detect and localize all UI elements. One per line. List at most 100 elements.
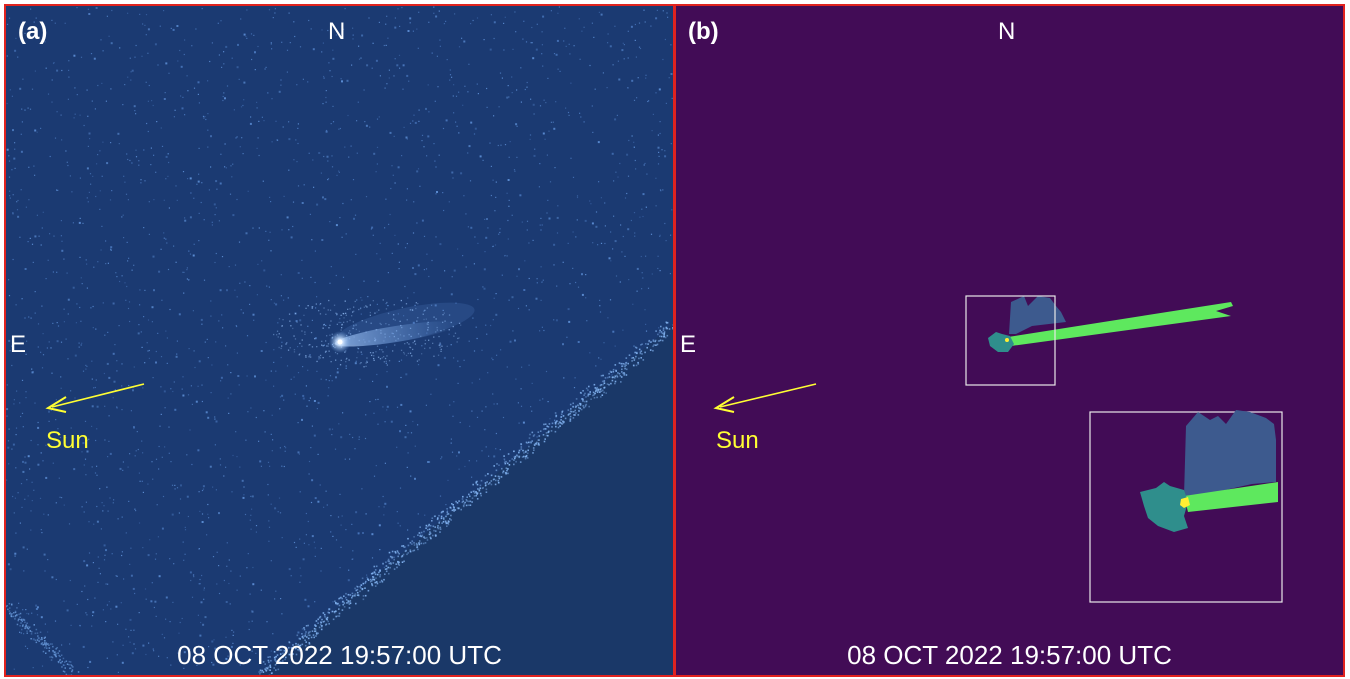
dust-pixel — [369, 352, 372, 354]
noise-pixel — [110, 42, 113, 45]
noise-pixel — [84, 458, 87, 460]
noise-pixel — [150, 600, 153, 603]
dust-pixel — [422, 313, 424, 315]
noise-pixel — [44, 623, 46, 625]
noise-pixel — [240, 309, 242, 311]
edge-pixel — [376, 582, 379, 585]
noise-pixel — [165, 178, 167, 180]
edge-pixel — [360, 587, 362, 589]
edge-pixel — [590, 398, 592, 400]
edge-pixel — [319, 615, 322, 618]
noise-pixel — [74, 354, 77, 357]
noise-pixel — [597, 141, 600, 144]
dust-pixel — [324, 351, 327, 353]
edge-pixel — [625, 364, 627, 366]
noise-pixel — [365, 414, 367, 416]
noise-pixel — [512, 330, 514, 332]
noise-pixel — [379, 258, 381, 260]
noise-pixel — [116, 654, 118, 656]
edge-pixel — [371, 583, 373, 585]
noise-pixel — [225, 466, 227, 468]
noise-pixel — [634, 159, 636, 162]
noise-pixel — [573, 45, 575, 47]
dust-pixel — [409, 346, 412, 349]
edge-pixel — [562, 422, 565, 424]
noise-pixel — [160, 127, 162, 129]
edge-pixel — [444, 520, 447, 522]
noise-pixel — [451, 451, 454, 453]
noise-pixel — [127, 158, 129, 161]
edge-pixel — [465, 499, 468, 501]
noise-pixel — [419, 533, 421, 535]
edge-pixel — [422, 542, 425, 545]
edge-pixel — [262, 661, 265, 663]
noise-pixel — [639, 47, 642, 50]
noise-pixel — [217, 22, 219, 24]
noise-pixel — [470, 23, 472, 25]
ion-tail — [1008, 302, 1233, 346]
noise-pixel — [384, 502, 387, 505]
noise-pixel — [325, 96, 327, 99]
noise-pixel — [540, 266, 542, 268]
noise-pixel — [302, 394, 305, 397]
edge-pixel — [375, 565, 378, 568]
noise-pixel — [119, 47, 121, 49]
noise-pixel — [664, 38, 666, 41]
dust-pixel — [345, 361, 347, 363]
noise-pixel — [471, 410, 473, 412]
edge-pixel — [582, 405, 584, 407]
noise-pixel — [479, 378, 481, 380]
dust-pixel — [443, 312, 445, 314]
noise-pixel — [485, 324, 487, 326]
noise-pixel — [22, 426, 24, 428]
edge-pixel — [349, 594, 352, 596]
noise-pixel — [65, 437, 67, 439]
noise-pixel — [70, 390, 72, 392]
noise-pixel — [79, 256, 81, 258]
dust-pixel — [442, 314, 444, 316]
edge-pixel — [26, 627, 29, 630]
noise-pixel — [159, 25, 161, 27]
edge-pixel — [616, 376, 619, 378]
noise-pixel — [156, 121, 158, 123]
noise-pixel — [105, 583, 107, 585]
noise-pixel — [56, 111, 58, 113]
noise-pixel — [506, 96, 509, 99]
noise-pixel — [138, 160, 140, 162]
noise-pixel — [657, 163, 660, 165]
noise-pixel — [455, 121, 457, 123]
noise-pixel — [197, 180, 200, 183]
noise-pixel — [93, 266, 95, 268]
edge-pixel — [518, 451, 520, 454]
noise-pixel — [358, 45, 360, 47]
edge-pixel — [264, 668, 266, 670]
noise-pixel — [158, 445, 160, 448]
noise-pixel — [188, 348, 190, 350]
noise-pixel — [223, 92, 225, 94]
noise-pixel — [37, 421, 39, 424]
noise-pixel — [80, 320, 82, 322]
noise-pixel — [274, 507, 277, 510]
noise-pixel — [583, 26, 585, 28]
noise-pixel — [121, 551, 123, 553]
edge-pixel — [307, 624, 309, 627]
edge-pixel — [307, 632, 310, 635]
edge-pixel — [383, 578, 385, 581]
noise-pixel — [385, 303, 387, 305]
edge-pixel — [672, 328, 673, 330]
noise-pixel — [356, 120, 358, 122]
noise-pixel — [226, 542, 228, 544]
noise-pixel — [442, 192, 444, 194]
noise-pixel — [293, 541, 296, 544]
noise-pixel — [293, 21, 295, 23]
noise-pixel — [314, 250, 316, 252]
edge-pixel — [310, 636, 313, 639]
noise-pixel — [64, 664, 66, 666]
noise-pixel — [246, 375, 248, 377]
noise-pixel — [116, 407, 118, 409]
noise-pixel — [201, 8, 203, 10]
noise-pixel — [342, 412, 344, 414]
noise-pixel — [138, 164, 140, 166]
noise-pixel — [243, 33, 246, 36]
noise-pixel — [463, 40, 466, 43]
